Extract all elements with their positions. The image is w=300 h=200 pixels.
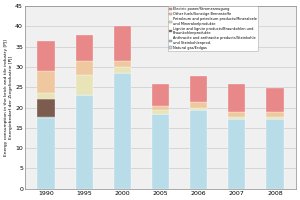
- Bar: [114, 61, 131, 67]
- Bar: [38, 93, 55, 99]
- Bar: [228, 117, 245, 119]
- Bar: [152, 110, 169, 114]
- Bar: [38, 71, 55, 93]
- Bar: [76, 35, 93, 61]
- Bar: [152, 114, 169, 189]
- Bar: [228, 84, 245, 112]
- Bar: [266, 117, 283, 119]
- Bar: [266, 88, 283, 112]
- Bar: [228, 112, 245, 117]
- Bar: [228, 119, 245, 189]
- Bar: [38, 118, 55, 189]
- Bar: [76, 75, 93, 95]
- Bar: [152, 106, 169, 110]
- Legend: Electric power/Stromerzeugung, Other fuels/Sonstige Brennstoffe, Petroleum and p: Electric power/Stromerzeugung, Other fue…: [168, 6, 258, 51]
- Bar: [114, 73, 131, 189]
- Bar: [266, 119, 283, 189]
- Bar: [152, 84, 169, 106]
- Bar: [190, 102, 207, 108]
- Bar: [76, 95, 93, 189]
- Bar: [190, 110, 207, 189]
- Bar: [114, 67, 131, 73]
- Bar: [190, 108, 207, 110]
- Bar: [114, 26, 131, 61]
- Bar: [266, 112, 283, 117]
- Bar: [38, 99, 55, 117]
- Bar: [38, 117, 55, 118]
- Bar: [76, 61, 93, 75]
- Bar: [190, 76, 207, 102]
- Bar: [38, 41, 55, 71]
- Y-axis label: Energy consumption in the brick and tile industry [PJ]
Energiebedarf der Ziegeli: Energy consumption in the brick and tile…: [4, 39, 13, 156]
